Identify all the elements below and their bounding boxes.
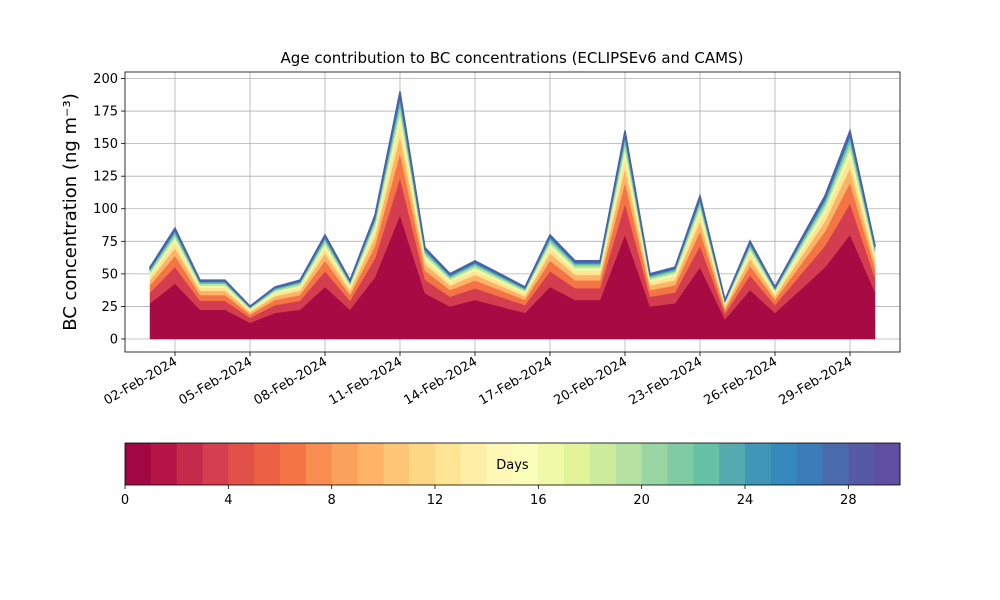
colorbar-cell: [150, 443, 178, 485]
plot-frame: [124, 71, 901, 353]
colorbar-frame: [124, 442, 901, 486]
x-tick-label: 02-Feb-2024: [101, 354, 180, 408]
colorbar-tick-label: 0: [121, 493, 129, 508]
colorbar-cell: [667, 443, 694, 485]
colorbar-cell: [409, 443, 436, 485]
x-tick-label: 05-Feb-2024: [176, 354, 255, 408]
colorbar-cell: [564, 443, 591, 485]
colorbar-tick-label: 24: [737, 493, 754, 508]
colorbar-cell: [719, 443, 746, 485]
y-tick-label: 125: [93, 170, 118, 185]
colorbar-cell: [331, 443, 358, 485]
colorbar-cell: [305, 443, 333, 485]
colorbar-cell: [125, 443, 152, 485]
colorbar-cell: [435, 443, 462, 485]
colorbar-cell: [280, 443, 307, 485]
y-tick-label: 200: [93, 72, 118, 87]
colorbar-cell: [383, 443, 410, 485]
colorbar-cell: [460, 443, 488, 485]
colorbar-cell: [486, 443, 513, 485]
colorbar-cell: [615, 443, 643, 485]
x-tick-label: 20-Feb-2024: [551, 354, 630, 408]
colorbar-cell: [693, 443, 720, 485]
colorbar-cell: [822, 443, 849, 485]
x-tick-label: 14-Feb-2024: [401, 354, 480, 408]
colorbar-cell: [254, 443, 281, 485]
y-tick-label: 50: [101, 267, 118, 282]
colorbar-tick-label: 4: [224, 493, 232, 508]
y-tick-label: 75: [101, 235, 118, 250]
colorbar-cell: [228, 443, 255, 485]
y-tick-label: 100: [93, 202, 118, 217]
chart-title: Age contribution to BC concentrations (E…: [281, 49, 744, 67]
colorbar-cell: [745, 443, 772, 485]
colorbar-cell: [538, 443, 565, 485]
colorbar-cell: [641, 443, 668, 485]
y-tick-label: 175: [93, 105, 118, 120]
colorbar-cell: [848, 443, 875, 485]
colorbar-cell: [202, 443, 229, 485]
x-tick-label: 17-Feb-2024: [476, 354, 555, 408]
colorbar-cell: [357, 443, 384, 485]
y-tick-label: 25: [101, 300, 118, 315]
area: [149, 91, 876, 308]
colorbar-cell: [770, 443, 798, 485]
colorbar-cell: [796, 443, 823, 485]
x-tick-label: 08-Feb-2024: [251, 354, 330, 408]
y-axis-label: BC concentration (ng m⁻³): [60, 93, 81, 331]
colorbar-tick-label: 8: [328, 493, 336, 508]
colorbar-cell: [176, 443, 203, 485]
x-tick-label: 29-Feb-2024: [776, 354, 855, 408]
x-tick-label: 26-Feb-2024: [701, 354, 780, 408]
colorbar-tick-label: 20: [633, 493, 650, 508]
colorbar-tick-label: 12: [427, 493, 444, 508]
colorbar-tick-label: 16: [530, 493, 547, 508]
y-tick-label: 0: [110, 332, 118, 347]
x-tick-label: 11-Feb-2024: [326, 354, 405, 408]
y-tick-label: 150: [93, 137, 118, 152]
colorbar-cell: [512, 443, 539, 485]
x-tick-label: 23-Feb-2024: [626, 354, 705, 408]
colorbar-cell: [874, 443, 901, 485]
colorbar-tick-label: 28: [840, 493, 857, 508]
colorbar-cell: [590, 443, 617, 485]
colorbar-label: Days: [496, 458, 529, 473]
